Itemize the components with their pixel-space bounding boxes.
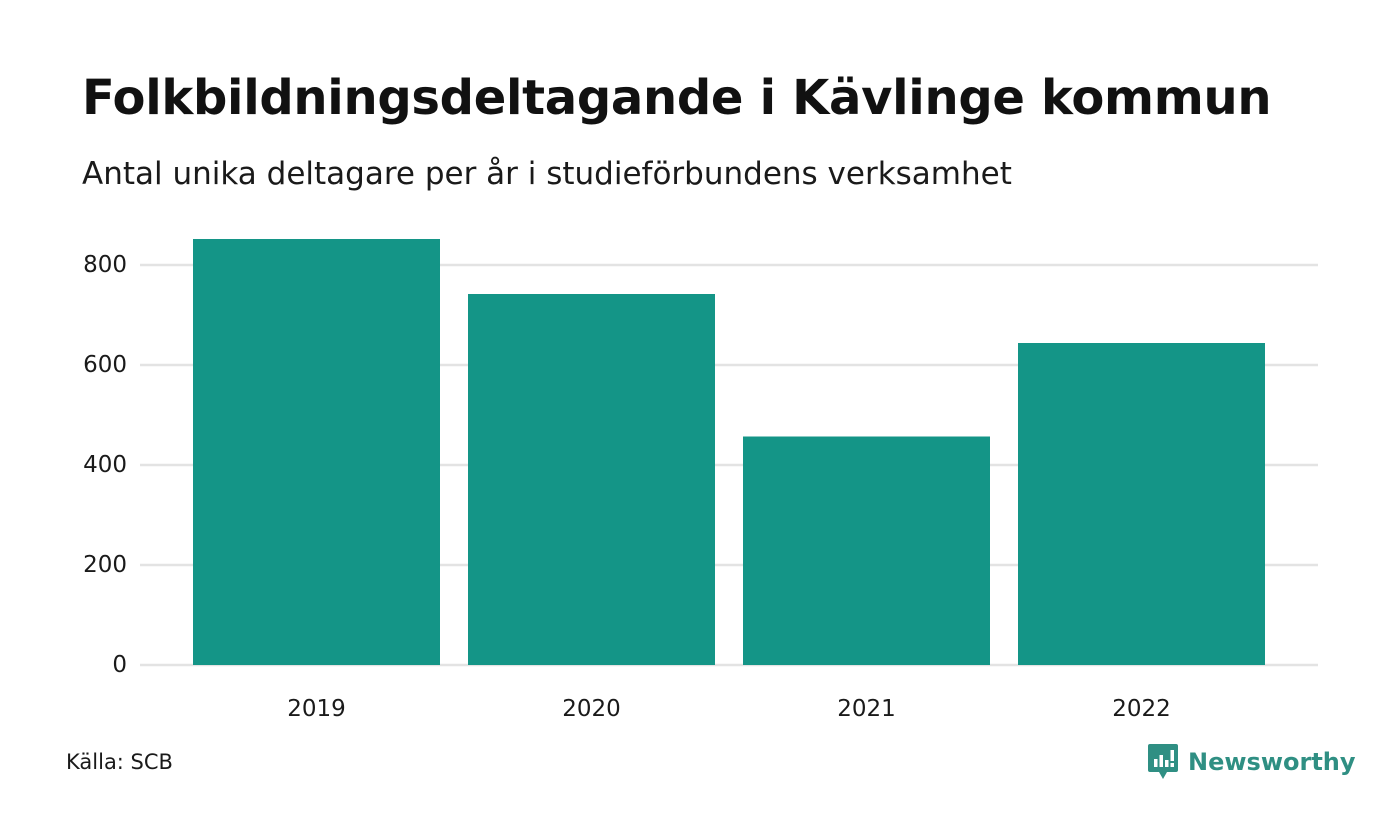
x-tick-label: 2020 (562, 696, 621, 722)
x-tick-label: 2019 (287, 696, 346, 722)
chart-title: Folkbildningsdeltagande i Kävlinge kommu… (82, 70, 1272, 126)
brand-name: Newsworthy (1188, 748, 1356, 776)
brand-logo: Newsworthy (1148, 744, 1356, 780)
y-tick-label: 0 (112, 652, 127, 678)
y-axis-ticks: 0 200 400 600 800 (83, 252, 127, 678)
x-tick-label: 2022 (1112, 696, 1171, 722)
bar-chart: 0 200 400 600 800 2019 2020 2021 2022 (83, 239, 1318, 722)
bar-chart-speech-bubble-icon (1148, 744, 1178, 779)
bar-2019 (193, 239, 440, 665)
x-tick-label: 2021 (837, 696, 896, 722)
y-tick-label: 800 (83, 252, 127, 278)
source-note: Källa: SCB (66, 750, 173, 774)
bar-2022 (1018, 343, 1265, 665)
bar-2021 (743, 436, 990, 665)
y-tick-label: 200 (83, 552, 127, 578)
chart-subtitle: Antal unika deltagare per år i studieför… (82, 156, 1012, 192)
y-tick-label: 600 (83, 352, 127, 378)
x-axis-ticks: 2019 2020 2021 2022 (287, 696, 1171, 722)
bar-2020 (468, 294, 715, 665)
y-tick-label: 400 (83, 452, 127, 478)
bars (193, 239, 1265, 665)
